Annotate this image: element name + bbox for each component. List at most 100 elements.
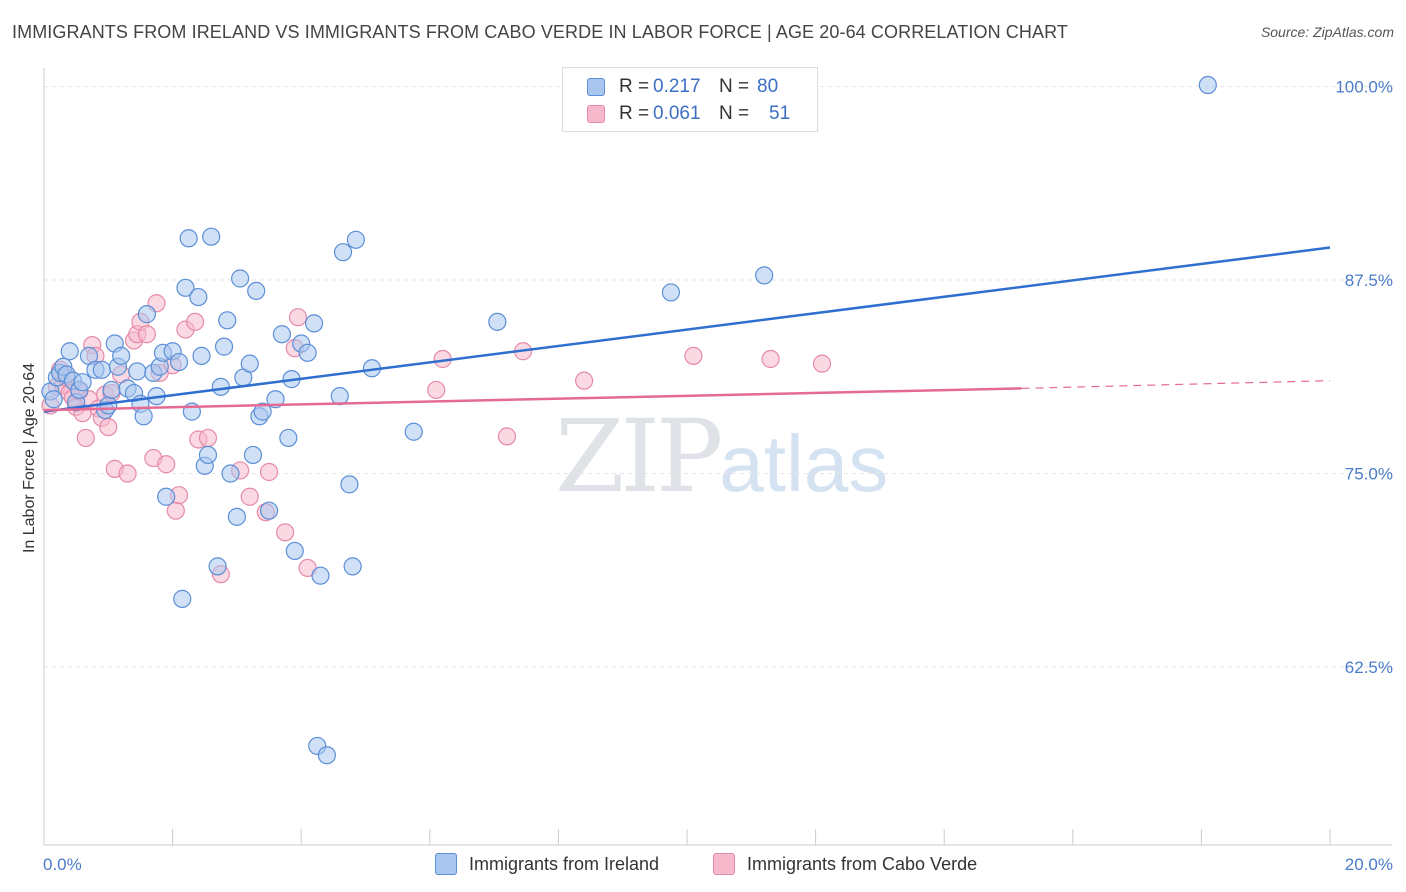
correlation-legend: R = 0.217 N = 80 R = 0.061 N = 51 bbox=[562, 67, 818, 132]
zipatlas-watermark: ZIPatlas bbox=[555, 398, 888, 515]
ireland-point[interactable] bbox=[198, 445, 218, 465]
ireland-point[interactable] bbox=[179, 229, 198, 248]
cabo-verde-point[interactable] bbox=[761, 349, 780, 369]
bottom-legend-swatch-ireland bbox=[435, 853, 457, 875]
cabo-verde-point[interactable] bbox=[99, 417, 118, 437]
ireland-point[interactable] bbox=[134, 407, 153, 426]
cabo-verde-point[interactable] bbox=[497, 427, 517, 446]
y-tick-label: 100.0% bbox=[1335, 78, 1393, 97]
ireland-point[interactable] bbox=[73, 373, 92, 392]
ireland-point[interactable] bbox=[221, 464, 240, 483]
ireland-point[interactable] bbox=[330, 387, 349, 406]
cabo-verde-point[interactable] bbox=[186, 312, 205, 331]
x-tick-label: 0.0% bbox=[43, 855, 82, 874]
ireland-point[interactable] bbox=[272, 325, 292, 344]
ireland-point[interactable] bbox=[298, 343, 317, 362]
ireland-point[interactable] bbox=[157, 487, 176, 506]
tick-labels: 100.0% 87.5% 75.0% 62.5% 0.0% 20.0% bbox=[43, 78, 1393, 874]
cabo-verde-point[interactable] bbox=[259, 462, 279, 482]
legend-n-label: N = bbox=[719, 76, 750, 97]
ireland-point[interactable] bbox=[189, 287, 208, 307]
ireland-point[interactable] bbox=[755, 266, 774, 285]
ireland-point[interactable] bbox=[240, 354, 259, 373]
legend-r-label: R = bbox=[619, 76, 650, 97]
ireland-point[interactable] bbox=[253, 402, 272, 421]
y-tick-label: 62.5% bbox=[1345, 658, 1393, 677]
ireland-point[interactable] bbox=[60, 342, 79, 361]
ireland-point[interactable] bbox=[488, 312, 507, 331]
cabo-verde-point[interactable] bbox=[157, 455, 176, 474]
ireland-point[interactable] bbox=[259, 501, 279, 520]
ireland-point[interactable] bbox=[208, 557, 227, 576]
ireland-point[interactable] bbox=[192, 346, 211, 365]
cabo-verde-point[interactable] bbox=[812, 354, 832, 373]
cabo-verde-point[interactable] bbox=[684, 346, 703, 365]
ireland-point[interactable] bbox=[346, 230, 365, 249]
ireland-point[interactable] bbox=[176, 278, 195, 297]
watermark-atlas: atlas bbox=[719, 419, 889, 508]
ireland-point[interactable] bbox=[231, 269, 250, 288]
ireland-point[interactable] bbox=[211, 377, 230, 396]
ireland-point[interactable] bbox=[112, 346, 131, 365]
cabo-verde-point[interactable] bbox=[76, 428, 95, 448]
cabo-verde-point[interactable] bbox=[276, 523, 295, 542]
legend-swatch-ireland bbox=[587, 78, 605, 96]
watermark-zip: ZIP bbox=[555, 398, 723, 515]
ireland-point[interactable] bbox=[92, 360, 111, 379]
ireland-point[interactable] bbox=[102, 380, 121, 400]
ireland-point[interactable] bbox=[227, 507, 246, 526]
ireland-point[interactable] bbox=[404, 422, 423, 441]
ireland-trend-line bbox=[43, 246, 1331, 413]
cabo-verde-trend-line bbox=[43, 387, 1022, 412]
ireland-point[interactable] bbox=[173, 589, 192, 608]
legend-r-label: R = bbox=[619, 103, 650, 124]
ireland-points bbox=[41, 75, 1217, 765]
axis-layer bbox=[43, 68, 1392, 846]
ireland-point[interactable] bbox=[243, 445, 263, 465]
bottom-legend-label-cabo-verde: Immigrants from Cabo Verde bbox=[747, 853, 978, 874]
y-tick-label: 75.0% bbox=[1345, 465, 1393, 484]
cabo-verde-point[interactable] bbox=[118, 464, 137, 483]
chart-title: IMMIGRANTS FROM IRELAND VS IMMIGRANTS FR… bbox=[12, 22, 1068, 42]
ireland-point[interactable] bbox=[214, 337, 234, 356]
legend-n-label: N = bbox=[719, 103, 750, 124]
x-tick-label: 20.0% bbox=[1345, 855, 1393, 874]
ireland-point[interactable] bbox=[279, 428, 298, 448]
bottom-legend-swatch-cabo-verde bbox=[713, 853, 735, 875]
ireland-point[interactable] bbox=[1198, 75, 1217, 95]
legend-n-value-ireland: 80 bbox=[757, 76, 779, 97]
legend-row-ireland: R = 0.217 N = 80 bbox=[587, 74, 778, 100]
ireland-point[interactable] bbox=[202, 227, 221, 246]
legend-r-value-cabo-verde: 0.061 bbox=[653, 103, 701, 124]
cabo-verde-trend-extension bbox=[1021, 380, 1331, 389]
ireland-point[interactable] bbox=[304, 314, 324, 333]
ireland-point[interactable] bbox=[137, 305, 156, 324]
y-tick-label: 87.5% bbox=[1345, 271, 1393, 290]
ireland-point[interactable] bbox=[343, 557, 362, 576]
cabo-verde-point[interactable] bbox=[198, 428, 218, 448]
ireland-point[interactable] bbox=[218, 311, 237, 330]
bottom-legend-ireland[interactable]: Immigrants from Ireland bbox=[435, 852, 659, 876]
legend-row-cabo-verde: R = 0.061 N = 51 bbox=[587, 101, 790, 127]
cabo-verde-point[interactable] bbox=[240, 487, 259, 506]
ireland-point[interactable] bbox=[169, 352, 189, 372]
ireland-point[interactable] bbox=[285, 541, 304, 561]
cabo-verde-point[interactable] bbox=[427, 380, 446, 400]
trend-layer bbox=[43, 246, 1331, 413]
ireland-point[interactable] bbox=[333, 243, 353, 262]
source-attribution[interactable]: Source: ZipAtlas.com bbox=[1260, 24, 1394, 40]
ireland-point[interactable] bbox=[317, 746, 337, 765]
ireland-point[interactable] bbox=[247, 281, 266, 300]
ireland-point[interactable] bbox=[44, 390, 63, 409]
ireland-point[interactable] bbox=[266, 390, 285, 409]
ireland-point[interactable] bbox=[340, 475, 359, 494]
ireland-point[interactable] bbox=[661, 283, 681, 302]
bottom-legend-cabo-verde[interactable]: Immigrants from Cabo Verde bbox=[713, 852, 977, 876]
cabo-verde-point[interactable] bbox=[288, 308, 308, 327]
legend-swatch-cabo-verde bbox=[587, 105, 605, 123]
cabo-verde-point[interactable] bbox=[575, 371, 594, 390]
ireland-point[interactable] bbox=[128, 362, 147, 381]
cabo-verde-point[interactable] bbox=[137, 325, 156, 344]
ireland-point[interactable] bbox=[311, 566, 330, 585]
